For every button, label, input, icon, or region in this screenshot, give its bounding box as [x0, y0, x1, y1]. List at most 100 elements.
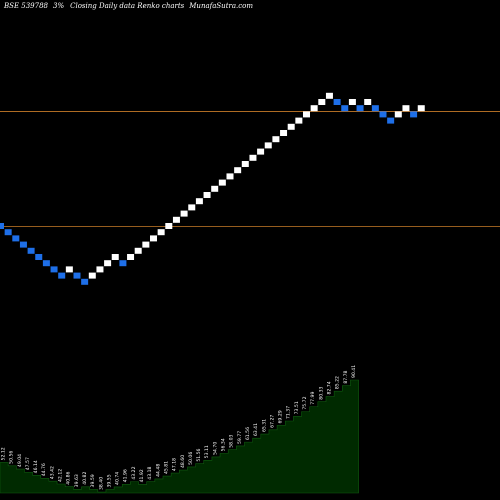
price-label: 48.60 [180, 455, 186, 468]
chart-title: BSE 539788 3% Closing Daily data Renko cha… [4, 2, 253, 10]
site-label: MunafaSutra.com [189, 2, 254, 10]
price-label: 77.99 [310, 392, 316, 405]
price-label: 54.70 [212, 442, 218, 455]
price-label: 44.48 [155, 464, 161, 477]
renko-brick [203, 192, 211, 198]
price-label: 67.27 [269, 415, 275, 428]
renko-brick [127, 254, 135, 260]
renko-brick [88, 272, 96, 279]
renko-brick [0, 223, 4, 229]
price-label: 50.06 [188, 452, 194, 465]
price-label: 58.03 [229, 434, 235, 447]
renko-brick [165, 223, 173, 229]
renko-brick [65, 266, 73, 273]
renko-brick [81, 278, 89, 285]
renko-brick [211, 185, 219, 192]
price-label: 73.51 [294, 401, 300, 414]
price-label: 90.41 [351, 365, 357, 378]
price-label: 42.12 [58, 469, 64, 482]
renko-brick [364, 99, 372, 105]
price-label: 39.59 [90, 474, 96, 487]
renko-brick [119, 260, 127, 267]
price-label: 50.56 [9, 451, 15, 464]
chart-name-label: Renko charts [137, 2, 185, 10]
price-label: 46.14 [33, 460, 39, 473]
renko-brick [4, 229, 12, 236]
price-label: 44.76 [41, 463, 47, 476]
renko-brick [241, 161, 249, 167]
renko-brick [157, 229, 165, 236]
price-label: 59.77 [237, 431, 243, 444]
price-label: 47.18 [172, 458, 178, 471]
renko-brick [410, 111, 418, 118]
renko-brick [35, 254, 43, 260]
price-label: 80.33 [318, 386, 324, 399]
price-label: 47.57 [25, 457, 31, 470]
renko-brick [348, 99, 356, 105]
renko-brick [172, 216, 180, 223]
price-label: 51.56 [196, 448, 202, 461]
price-label: 82.74 [327, 381, 333, 394]
renko-brick [287, 123, 295, 130]
renko-brick [257, 148, 265, 155]
renko-brick [58, 272, 66, 279]
renko-brick [50, 266, 58, 273]
renko-brick [195, 198, 203, 205]
renko-brick [180, 210, 188, 217]
renko-brick [19, 241, 27, 248]
price-label: 40.82 [82, 472, 88, 485]
renko-brick [333, 99, 341, 105]
renko-brick [12, 235, 20, 242]
renko-brick [150, 235, 157, 242]
price-label: 41.92 [139, 469, 145, 482]
renko-brick [356, 105, 364, 112]
renko-brick [104, 260, 112, 267]
price-label: 61.56 [245, 427, 251, 440]
renko-brick [73, 272, 81, 279]
price-label: 43.42 [49, 466, 55, 479]
renko-brick [234, 167, 242, 174]
renko-brick [27, 247, 35, 254]
price-label: 38.40 [98, 477, 104, 490]
renko-brick [188, 204, 196, 211]
renko-brick [341, 105, 349, 112]
price-label: 71.37 [286, 406, 292, 419]
renko-brick [295, 117, 303, 124]
renko-brick [264, 142, 272, 149]
renko-brick [303, 111, 310, 118]
price-area [0, 379, 359, 494]
price-label: 49.04 [17, 454, 23, 467]
price-label: 56.34 [221, 438, 227, 451]
chart-type-label: Closing Daily data [70, 2, 136, 10]
price-label: 75.72 [302, 396, 308, 409]
price-label: 41.96 [123, 469, 129, 482]
price-label: 85.22 [335, 376, 341, 389]
renko-brick [371, 105, 379, 112]
price-label: 39.63 [74, 474, 80, 487]
price-label: 69.29 [278, 410, 284, 423]
renko-brick [417, 105, 425, 112]
price-label: 52.12 [1, 447, 7, 460]
brick-size-label: 3% [53, 2, 65, 10]
renko-brick [394, 111, 402, 118]
renko-brick [387, 117, 395, 124]
renko-brick [402, 105, 410, 112]
price-label: 87.78 [343, 370, 349, 383]
renko-brick [318, 99, 326, 105]
price-label: 39.55 [106, 474, 112, 487]
price-label: 65.31 [261, 419, 267, 432]
renko-brick [42, 260, 50, 267]
price-label: 40.74 [115, 472, 121, 485]
symbol-label: BSE 539788 [4, 2, 48, 10]
price-label: 63.41 [253, 423, 259, 436]
renko-brick [218, 179, 226, 186]
renko-brick [379, 111, 387, 118]
price-label: 40.86 [66, 471, 72, 484]
price-label: 53.11 [204, 445, 210, 458]
renko-brick [249, 154, 257, 161]
renko-brick [310, 105, 318, 112]
renko-brick [96, 266, 104, 273]
renko-brick [325, 92, 333, 99]
renko-brick [272, 136, 280, 143]
